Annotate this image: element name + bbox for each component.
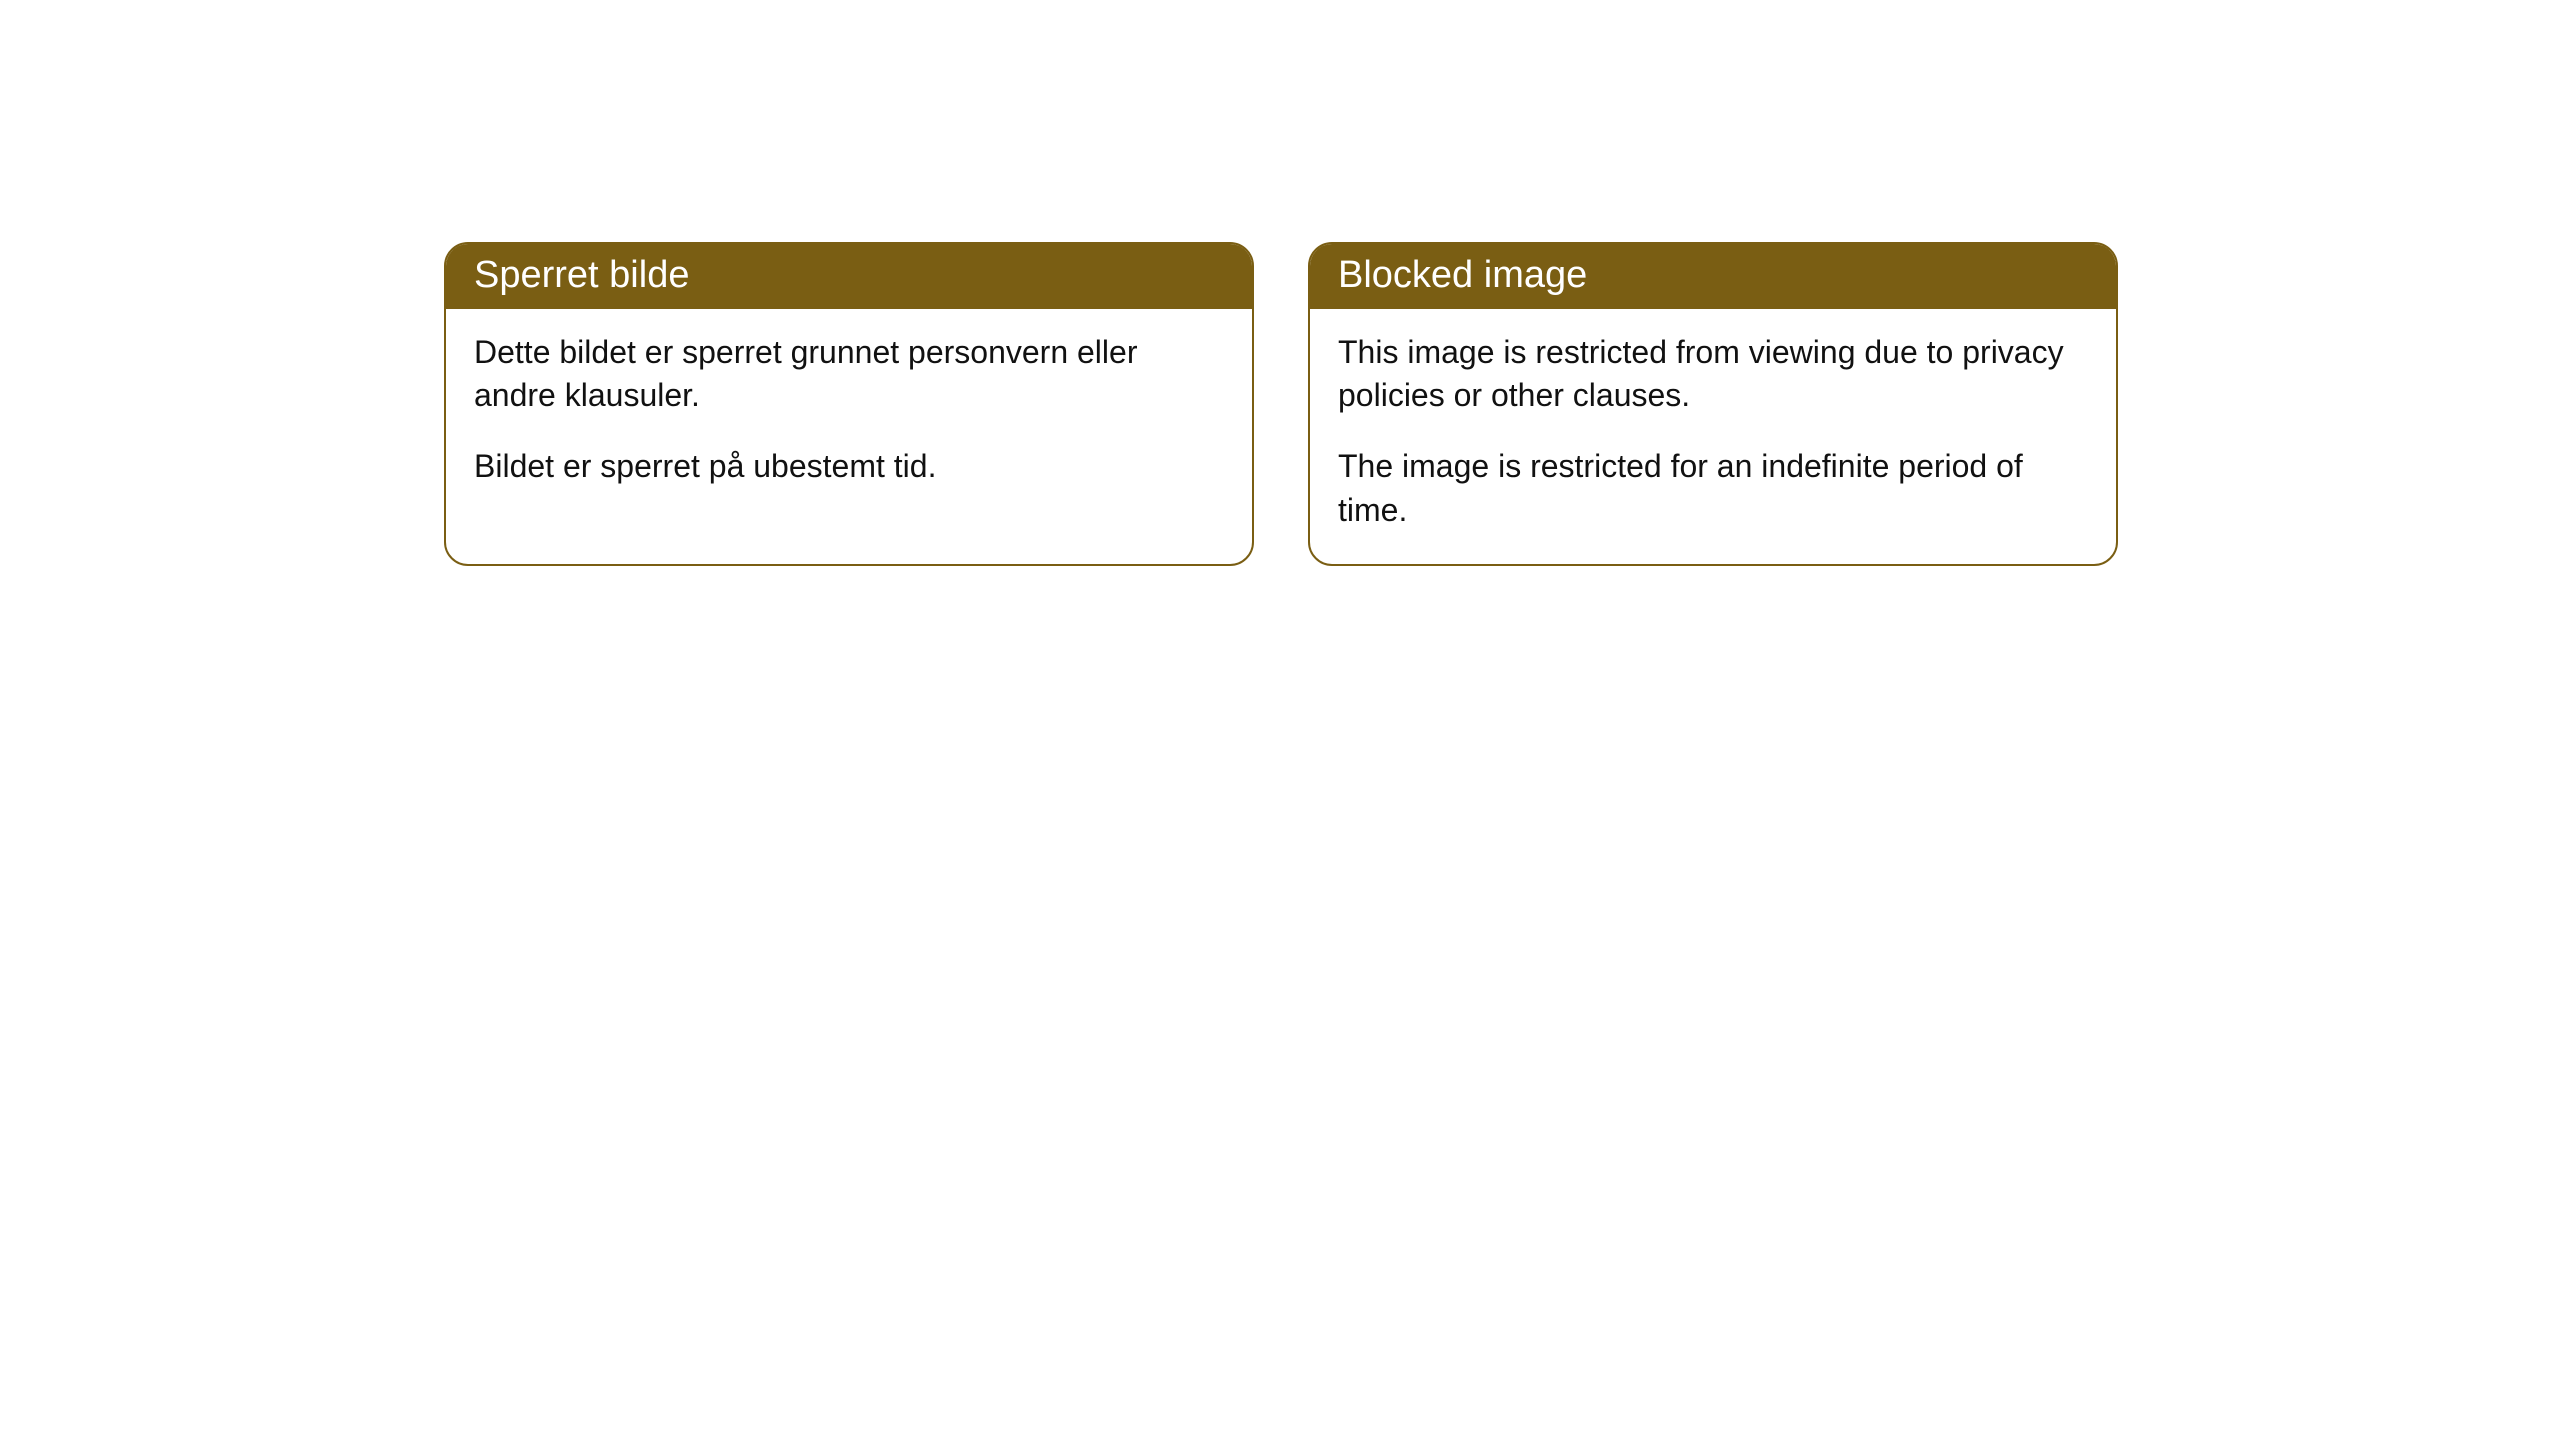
blocked-image-card-en: Blocked image This image is restricted f… (1308, 242, 2118, 566)
card-paragraph: The image is restricted for an indefinit… (1338, 445, 2088, 531)
card-body-no: Dette bildet er sperret grunnet personve… (446, 309, 1252, 521)
card-paragraph: Bildet er sperret på ubestemt tid. (474, 445, 1224, 488)
card-title-en: Blocked image (1310, 244, 2116, 309)
card-paragraph: Dette bildet er sperret grunnet personve… (474, 331, 1224, 417)
blocked-image-card-no: Sperret bilde Dette bildet er sperret gr… (444, 242, 1254, 566)
notice-cards-container: Sperret bilde Dette bildet er sperret gr… (0, 0, 2560, 566)
card-paragraph: This image is restricted from viewing du… (1338, 331, 2088, 417)
card-title-no: Sperret bilde (446, 244, 1252, 309)
card-body-en: This image is restricted from viewing du… (1310, 309, 2116, 564)
